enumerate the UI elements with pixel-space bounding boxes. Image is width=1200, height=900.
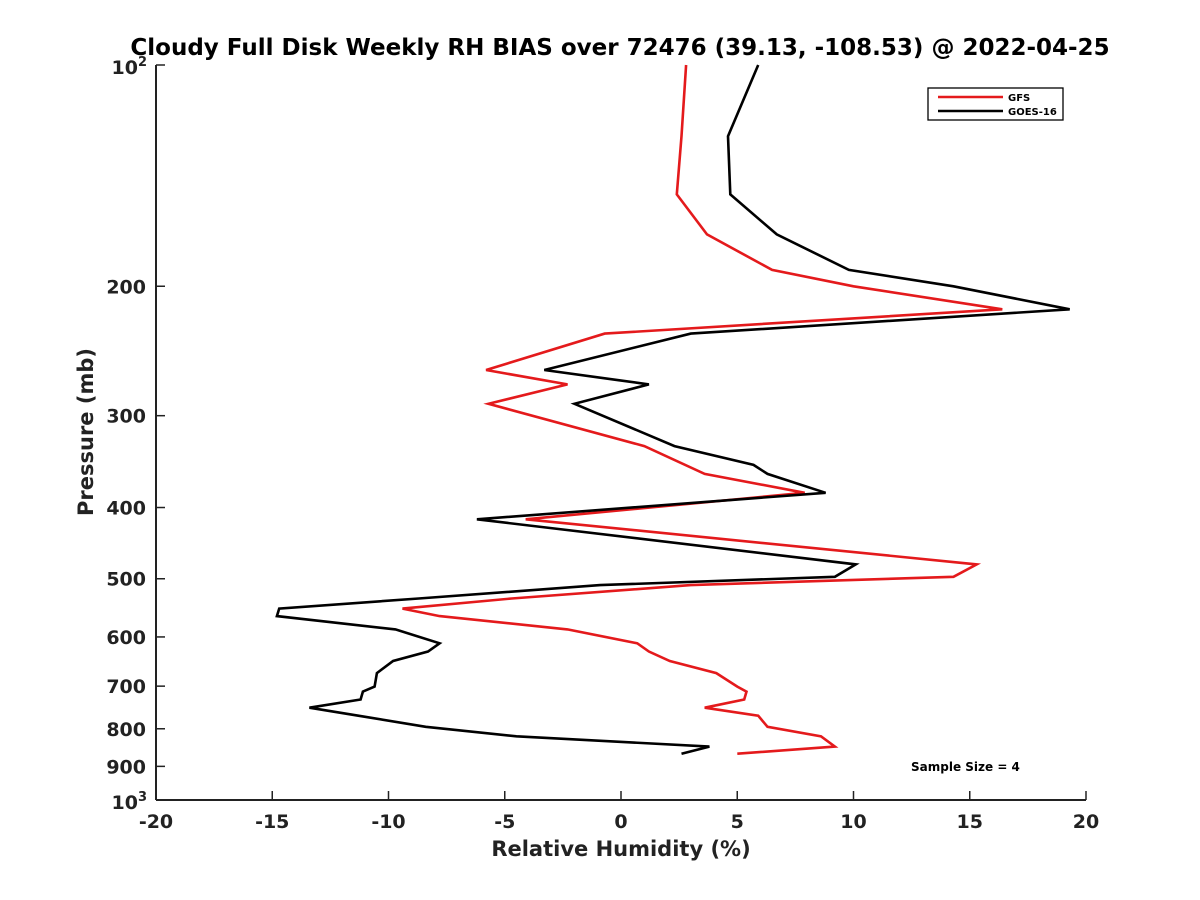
y-tick-label: 200 bbox=[106, 276, 146, 298]
x-tick-label: -5 bbox=[494, 811, 515, 833]
legend-label-goes16: GOES-16 bbox=[1008, 107, 1057, 118]
legend: GFS GOES-16 bbox=[927, 87, 1064, 121]
y-tick-label: 700 bbox=[106, 676, 146, 698]
y-tick-label: 900 bbox=[106, 756, 146, 778]
y-axis-label: Pressure (mb) bbox=[74, 348, 98, 516]
y-tick-label: 800 bbox=[106, 719, 146, 741]
sample-size-annotation: Sample Size = 4 bbox=[911, 760, 1020, 774]
y-ticks: 200 300 400 500 600 700 800 900 102 103 bbox=[106, 55, 165, 814]
x-tick-label: 15 bbox=[957, 811, 983, 833]
x-tick-label: -20 bbox=[139, 811, 173, 833]
legend-label-gfs: GFS bbox=[1008, 93, 1030, 104]
x-tick-label: -10 bbox=[371, 811, 405, 833]
x-tick-label: 0 bbox=[614, 811, 627, 833]
x-axis-label: Relative Humidity (%) bbox=[491, 837, 750, 861]
x-tick-label: 5 bbox=[731, 811, 744, 833]
x-tick-label: -15 bbox=[255, 811, 289, 833]
y-tick-label: 400 bbox=[106, 498, 146, 520]
x-ticks: -20 -15 -10 -5 0 5 10 15 20 bbox=[139, 791, 1099, 833]
series-line-gfs bbox=[402, 64, 1003, 755]
chart-title: Cloudy Full Disk Weekly RH BIAS over 724… bbox=[130, 35, 1109, 61]
y-tick-label: 500 bbox=[106, 569, 146, 591]
y-tick-label: 300 bbox=[106, 406, 146, 428]
legend-box bbox=[927, 87, 1064, 121]
series-layer bbox=[275, 64, 1070, 755]
x-tick-label: 10 bbox=[840, 811, 866, 833]
y-tick-label-top: 102 bbox=[112, 55, 148, 79]
y-tick-label-bottom: 103 bbox=[112, 790, 148, 814]
y-tick-label: 600 bbox=[106, 627, 146, 649]
x-tick-label: 20 bbox=[1073, 811, 1099, 833]
series-line-goes-16 bbox=[275, 64, 1070, 755]
plot-area: -20 -15 -10 -5 0 5 10 15 20 200 300 400 500 600 700 80… bbox=[106, 55, 1099, 833]
